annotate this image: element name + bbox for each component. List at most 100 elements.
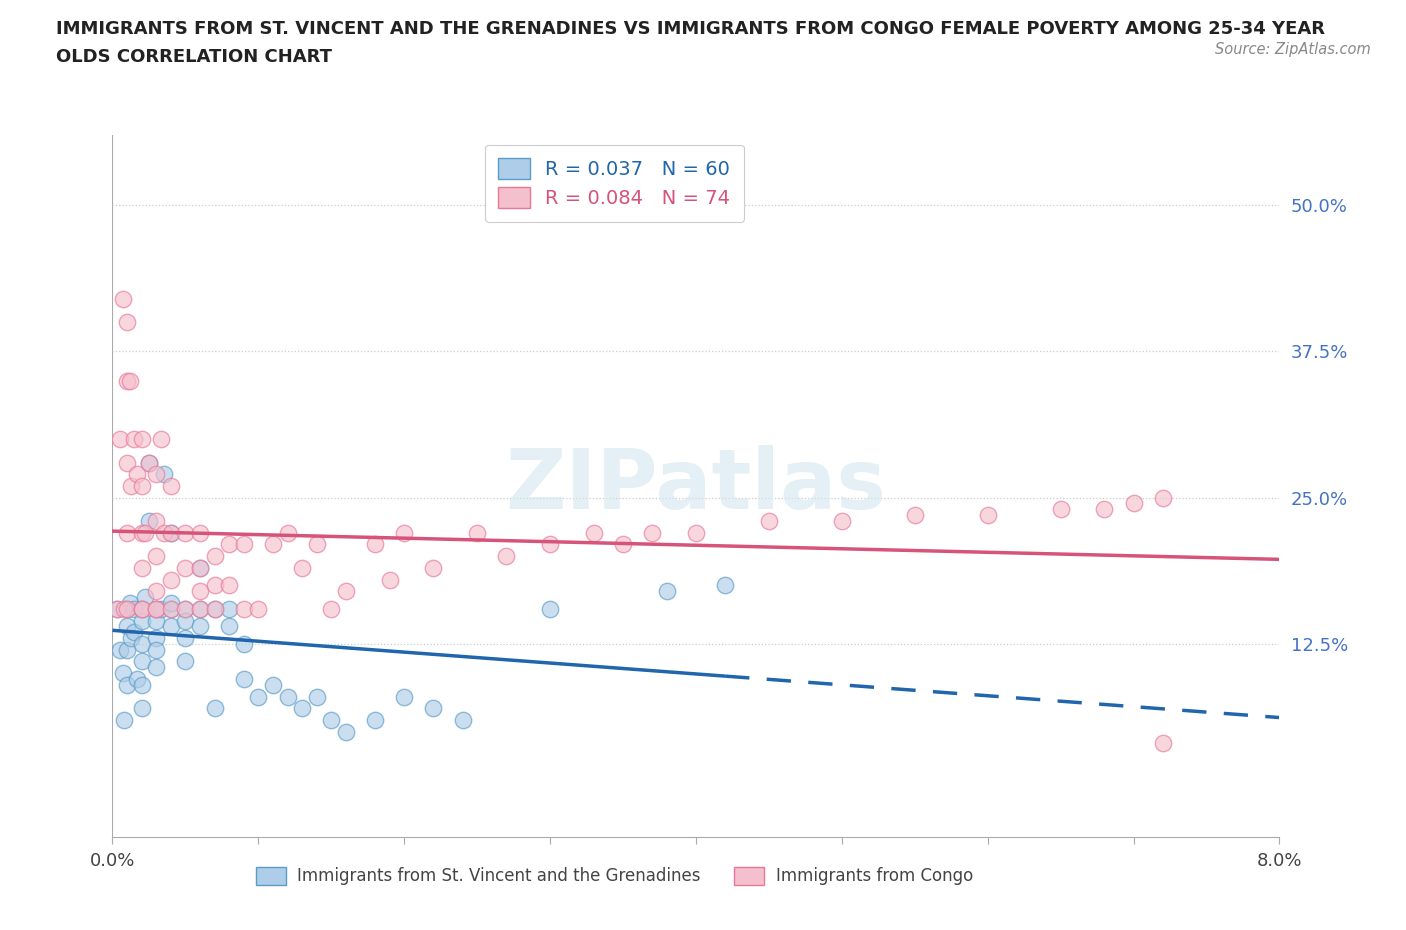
Point [451,712,474,727]
Point [364,537,387,551]
Point [188,584,211,599]
Point [152,525,174,540]
Point [108,432,131,446]
Point [145,584,167,599]
Point [124,625,146,640]
Point [138,455,160,470]
Point [131,479,153,494]
Point [127,467,149,482]
Text: IMMIGRANTS FROM ST. VINCENT AND THE GRENADINES VS IMMIGRANTS FROM CONGO FEMALE P: IMMIGRANTS FROM ST. VINCENT AND THE GREN… [56,20,1326,38]
Point [174,613,197,628]
Point [394,525,416,540]
Point [124,432,146,446]
Point [247,602,270,617]
Point [160,525,183,540]
Point [174,631,197,645]
Point [145,549,167,564]
Point [134,525,156,540]
Point [174,602,197,617]
Point [160,525,183,540]
Point [305,537,328,551]
Point [160,479,183,494]
Point [904,508,927,523]
Point [115,602,138,617]
Point [149,602,172,617]
Point [174,561,197,576]
Point [188,561,211,576]
Point [204,549,226,564]
Text: OLDS CORRELATION CHART: OLDS CORRELATION CHART [56,48,332,66]
Point [218,602,240,617]
Point [262,677,284,692]
Point [174,525,197,540]
Point [758,513,780,528]
Point [378,572,401,587]
Point [204,701,226,716]
Point [145,613,167,628]
Point [1152,490,1174,505]
Point [218,537,240,551]
Point [276,689,298,704]
Point [115,643,138,658]
Point [335,584,357,599]
Point [149,432,172,446]
Point [145,643,167,658]
Point [131,636,153,651]
Point [247,689,270,704]
Point [131,613,153,628]
Point [131,432,153,446]
Point [115,602,138,617]
Point [204,578,226,592]
Point [152,467,174,482]
Point [495,549,517,564]
Point [105,602,128,617]
Point [1152,736,1174,751]
Point [232,636,254,651]
Point [174,654,197,669]
Point [115,314,138,329]
Point [120,479,142,494]
Point [112,712,135,727]
Point [976,508,998,523]
Point [145,602,167,617]
Point [218,578,240,592]
Text: Source: ZipAtlas.com: Source: ZipAtlas.com [1215,42,1371,57]
Point [160,602,183,617]
Point [335,724,357,739]
Point [115,677,138,692]
Point [111,291,134,306]
Point [118,595,141,610]
Point [115,373,138,388]
Point [134,590,156,604]
Point [115,619,138,634]
Point [145,602,167,617]
Point [112,602,135,617]
Point [160,602,183,617]
Point [641,525,664,540]
Point [131,677,153,692]
Point [120,631,142,645]
Point [131,654,153,669]
Point [188,619,211,634]
Point [1094,502,1116,517]
Point [655,584,678,599]
Point [1122,496,1144,511]
Point [131,525,153,540]
Point [276,525,298,540]
Point [174,602,197,617]
Point [115,525,138,540]
Point [145,660,167,675]
Point [145,467,167,482]
Text: ZIPatlas: ZIPatlas [506,445,886,526]
Point [131,701,153,716]
Point [188,525,211,540]
Point [685,525,707,540]
Point [218,619,240,634]
Point [538,537,561,551]
Legend: Immigrants from St. Vincent and the Grenadines, Immigrants from Congo: Immigrants from St. Vincent and the Gren… [249,860,980,892]
Point [131,561,153,576]
Point [465,525,488,540]
Point [188,602,211,617]
Point [291,561,314,576]
Point [118,373,141,388]
